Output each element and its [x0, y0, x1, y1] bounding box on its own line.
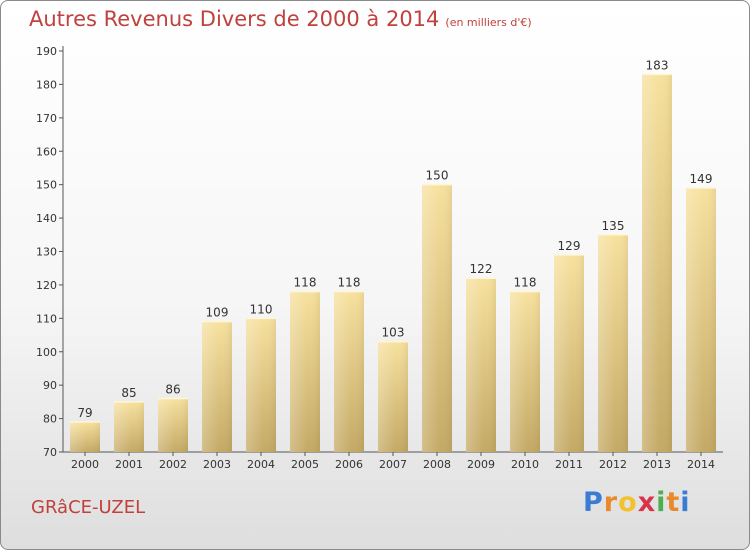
- x-tick-label: 2002: [159, 458, 187, 471]
- y-tick-label: 190: [36, 45, 57, 58]
- y-tick-label: 100: [36, 346, 57, 359]
- bar-shade-2007: [378, 341, 408, 452]
- bar-shade-2014: [686, 188, 716, 452]
- x-tick-label: 2004: [247, 458, 275, 471]
- logo-letter: r: [603, 487, 619, 518]
- bar-shade-2004: [246, 318, 276, 452]
- commune-name: GRâCE-UZEL: [31, 497, 146, 518]
- bar-shade-2003: [202, 321, 232, 452]
- x-tick-label: 2014: [687, 458, 715, 471]
- y-tick-label: 70: [43, 446, 57, 459]
- x-tick-label: 2001: [115, 458, 143, 471]
- logo-letter: x: [637, 487, 657, 518]
- chart-value-labels: 79 85 86 109 110 118 118 103 150 122 118 129 135 183 1…: [77, 58, 712, 420]
- value-label-2010: 118: [514, 276, 537, 290]
- y-tick-label: 80: [43, 413, 57, 426]
- y-tick-label: 140: [36, 212, 57, 225]
- bar-shade-2009: [466, 278, 496, 452]
- value-label-2013: 183: [646, 58, 669, 72]
- x-tick-label: 2008: [423, 458, 451, 471]
- value-label-2007: 103: [382, 326, 405, 340]
- y-tick-label: 180: [36, 78, 57, 91]
- value-label-2014: 149: [690, 172, 713, 186]
- logo-letter: i: [680, 487, 691, 518]
- logo-letter: t: [666, 487, 681, 518]
- bar-shade-2002: [158, 398, 188, 452]
- bar-shade-2010: [510, 291, 540, 452]
- bar-shade-2005: [290, 291, 320, 452]
- bar-shade-2011: [554, 254, 584, 452]
- proxiti-logo: Proxiti: [583, 487, 691, 518]
- x-tick-label: 2010: [511, 458, 539, 471]
- x-tick-label: 2012: [599, 458, 627, 471]
- chart-title-text: Autres Revenus Divers de 2000 à 2014: [29, 7, 440, 31]
- chart-axes: 70 80 90 100 110 120 130 140 150 160 170 180 190 2000…: [36, 45, 723, 471]
- bar-shade-2008: [422, 184, 452, 452]
- y-tick-label: 120: [36, 279, 57, 292]
- y-tick-label: 160: [36, 145, 57, 158]
- y-tick-label: 90: [43, 379, 57, 392]
- bar-shade-2013: [642, 74, 672, 453]
- logo-letter: P: [583, 487, 604, 518]
- x-tick-label: 2007: [379, 458, 407, 471]
- value-label-2000: 79: [77, 406, 92, 420]
- y-tick-label: 110: [36, 312, 57, 325]
- x-tick-label: 2006: [335, 458, 363, 471]
- value-label-2011: 129: [558, 239, 581, 253]
- chart-subtitle: (en milliers d'€): [445, 16, 532, 29]
- logo-letter: o: [618, 487, 638, 518]
- value-label-2006: 118: [338, 276, 361, 290]
- bar-shade-2000: [70, 421, 100, 452]
- chart-title: Autres Revenus Divers de 2000 à 2014 (en …: [29, 7, 532, 31]
- value-label-2001: 85: [121, 386, 136, 400]
- bar-shade-2001: [114, 401, 144, 452]
- x-tick-label: 2003: [203, 458, 231, 471]
- bar-shade-2012: [598, 234, 628, 452]
- value-label-2003: 109: [206, 306, 229, 320]
- value-label-2009: 122: [470, 262, 493, 276]
- y-tick-label: 130: [36, 246, 57, 259]
- x-tick-label: 2005: [291, 458, 319, 471]
- value-label-2012: 135: [602, 219, 625, 233]
- value-label-2004: 110: [250, 302, 273, 316]
- logo-letter: i: [656, 487, 667, 518]
- x-tick-label: 2011: [555, 458, 583, 471]
- value-label-2005: 118: [294, 276, 317, 290]
- chart-bars: [70, 73, 716, 453]
- y-tick-label: 170: [36, 112, 57, 125]
- x-tick-label: 2009: [467, 458, 495, 471]
- y-tick-label: 150: [36, 179, 57, 192]
- value-label-2008: 150: [426, 169, 449, 183]
- x-tick-label: 2013: [643, 458, 671, 471]
- bar-shade-2006: [334, 291, 364, 452]
- x-tick-label: 2000: [71, 458, 99, 471]
- value-label-2002: 86: [165, 383, 180, 397]
